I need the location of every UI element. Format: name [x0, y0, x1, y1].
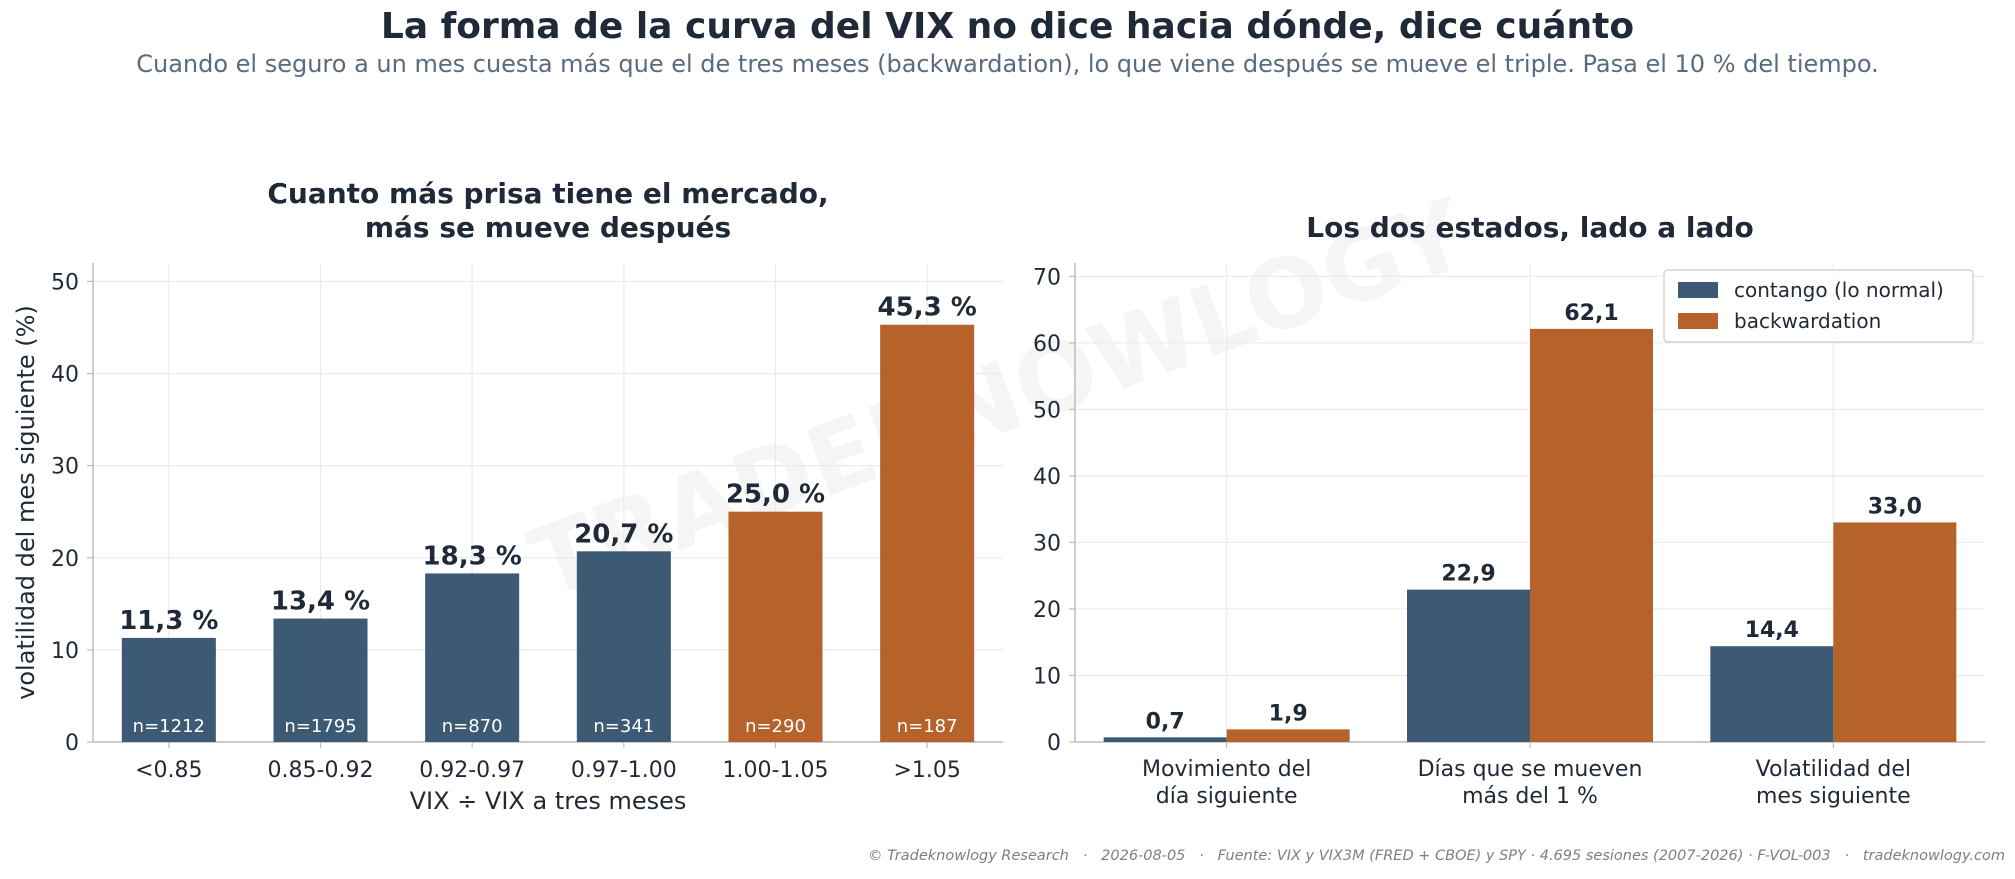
bar-count-label: n=870 [442, 716, 503, 737]
bar-value-label: 1,9 [1269, 701, 1308, 726]
y-tick-label: 30 [1033, 531, 1061, 556]
page-title: La forma de la curva del VIX no dice hac… [380, 6, 1635, 47]
legend-box [1663, 269, 1974, 343]
x-tick-label: 1.00-1.05 [723, 758, 829, 783]
bar-backwardation [1530, 328, 1653, 742]
right-chart: 0 10 20 30 40 50 60 70 0,7 1,9 Movimiento del día s… [1033, 211, 1985, 809]
bar-count-label: n=1795 [284, 716, 356, 737]
bar-value-label: 13,4 % [271, 587, 370, 617]
x-tick-label: Días que se mueven más del 1 % [1418, 757, 1643, 809]
x-tick-label: 0.97-1.00 [571, 758, 677, 783]
x-tick-label: <0.85 [135, 758, 202, 783]
y-tick-label: 30 [51, 455, 79, 480]
y-tick-label: 0 [65, 731, 79, 756]
y-tick-label: 10 [1033, 664, 1061, 689]
footer-credits: © Tradeknowlogy Research · 2026-08-05 · … [867, 848, 2005, 864]
bar-count-label: n=1212 [133, 716, 205, 737]
chart-title: Cuanto más prisa tiene el mercado, más se… [267, 177, 828, 244]
left-chart: 0 10 20 30 40 50 11,3 % n=1212 <0.85 13,4 % n=1795… [12, 177, 1003, 815]
bar-value-label: 25,0 % [726, 480, 825, 510]
legend-label: backwardation [1734, 309, 1881, 333]
bar-backwardation [1226, 729, 1350, 742]
bar-value-label: 0,7 [1146, 709, 1185, 734]
bar [121, 637, 216, 742]
bar-contango [1103, 737, 1227, 742]
x-tick-label: >1.05 [893, 758, 960, 783]
bar [576, 551, 671, 742]
bar-value-label: 33,0 [1868, 494, 1922, 519]
y-tick-label: 50 [51, 270, 79, 295]
legend-swatch-backwardation [1678, 313, 1718, 329]
bar [880, 324, 975, 742]
bar-value-label: 20,7 % [574, 519, 673, 549]
bar-contango [1710, 646, 1834, 742]
legend-label: contango (lo normal) [1734, 278, 1944, 302]
x-tick-label: Movimiento del día siguiente [1142, 757, 1311, 809]
bar-count-label: n=187 [897, 716, 958, 737]
legend-swatch-contango [1678, 282, 1718, 298]
y-tick-label: 20 [1033, 598, 1061, 623]
bar-backwardation [1833, 522, 1957, 742]
bar [728, 511, 823, 742]
bar-value-label: 45,3 % [878, 293, 977, 323]
bar-value-label: 11,3 % [119, 606, 218, 636]
x-tick-label: 0.85-0.92 [268, 758, 374, 783]
bar [273, 618, 368, 742]
y-tick-label: 0 [1047, 731, 1061, 756]
y-tick-label: 50 [1033, 398, 1061, 423]
bar-value-label: 18,3 % [423, 541, 522, 571]
x-tick-label: 0.92-0.97 [419, 758, 525, 783]
bar [425, 573, 520, 742]
bar-value-label: 22,9 [1441, 562, 1495, 587]
bar-value-label: 62,1 [1564, 301, 1618, 326]
y-tick-label: 70 [1033, 265, 1061, 290]
x-tick-label: Volatilidad del mes siguiente [1756, 757, 1911, 809]
y-tick-label: 20 [51, 547, 79, 572]
y-tick-label: 10 [51, 639, 79, 664]
y-tick-label: 40 [51, 363, 79, 388]
bar-contango [1407, 589, 1530, 742]
page-subtitle: Cuando el seguro a un mes cuesta más que… [136, 50, 1879, 78]
y-tick-label: 60 [1033, 332, 1061, 357]
bar-count-label: n=290 [745, 716, 806, 737]
x-axis-label: VIX ÷ VIX a tres meses [410, 787, 687, 815]
chart-title: Los dos estados, lado a lado [1306, 211, 1753, 244]
y-axis-label: volatilidad del mes siguiente (%) [12, 305, 40, 700]
bar-value-label: 14,4 [1745, 618, 1799, 643]
y-tick-label: 40 [1033, 465, 1061, 490]
bar-count-label: n=341 [593, 716, 654, 737]
